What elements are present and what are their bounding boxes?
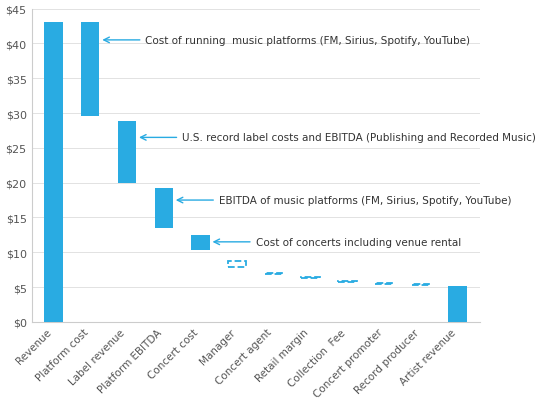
- Bar: [44, 23, 63, 322]
- Bar: [301, 277, 320, 279]
- Bar: [155, 189, 173, 228]
- Bar: [338, 281, 357, 282]
- Bar: [412, 285, 430, 286]
- Bar: [448, 287, 467, 322]
- Bar: [81, 23, 100, 117]
- Text: Cost of running  music platforms (FM, Sirius, Spotify, YouTube): Cost of running music platforms (FM, Sir…: [104, 36, 470, 46]
- Text: U.S. record label costs and EBITDA (Publishing and Recorded Music): U.S. record label costs and EBITDA (Publ…: [141, 133, 536, 143]
- Text: EBITDA of music platforms (FM, Sirius, Spotify, YouTube): EBITDA of music platforms (FM, Sirius, S…: [177, 196, 511, 206]
- Bar: [375, 283, 393, 284]
- Bar: [228, 261, 247, 267]
- Bar: [191, 235, 209, 251]
- Bar: [265, 273, 283, 275]
- Text: Cost of concerts including venue rental: Cost of concerts including venue rental: [214, 237, 461, 247]
- Bar: [118, 122, 136, 183]
